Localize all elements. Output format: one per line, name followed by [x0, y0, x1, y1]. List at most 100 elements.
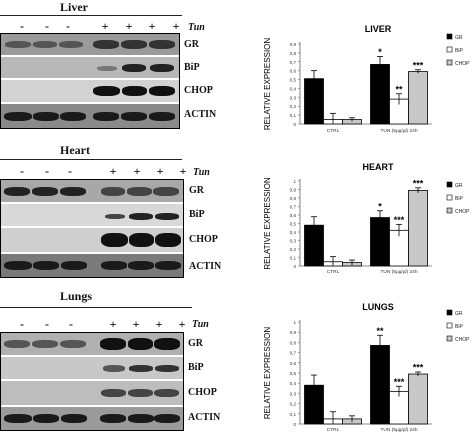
lane-label-gr: GR [188, 338, 203, 349]
band [32, 340, 58, 348]
y-tick-label: 0,4 [290, 86, 297, 91]
y-tick-label: 0,3 [290, 239, 297, 244]
band [121, 112, 147, 121]
band [128, 389, 153, 397]
treatment-signs: - - - + + + + [0, 317, 185, 331]
y-tick-label: 0,3 [290, 391, 297, 396]
lane-chop [1, 381, 183, 405]
y-tick-label: 0,5 [290, 371, 297, 376]
band [33, 261, 59, 270]
y-tick-label: 0,7 [290, 351, 297, 356]
bar-chop [408, 373, 428, 425]
blot-title-lungs: Lungs [60, 289, 93, 303]
band [127, 187, 152, 196]
treatment-signs: - - - + + + + [0, 19, 180, 33]
lane-label-bip: BiP [184, 62, 200, 73]
legend-label: CHOP [455, 209, 470, 215]
y-tick-label: 0,5 [290, 222, 297, 227]
chart-title: HEART [363, 162, 395, 172]
bar-gr [370, 345, 390, 425]
lane-label-chop: CHOP [188, 387, 217, 398]
lungs-panel: Lungs - - - + + + + Tun [0, 289, 474, 431]
significance-label: ** [395, 84, 403, 94]
treatment-signs: - - - + + + + [0, 164, 186, 178]
legend-swatch [446, 322, 453, 329]
y-tick-label: 0,2 [290, 247, 297, 252]
band [4, 261, 32, 270]
sign: - [45, 19, 49, 33]
band [60, 187, 86, 196]
band [32, 187, 58, 196]
y-tick-label: 0,8 [290, 196, 297, 201]
band [153, 187, 179, 196]
y-tick-label: 0,6 [290, 361, 297, 366]
x-tick-label: TUN (5µg/µl) 24h [381, 128, 418, 134]
legend-label: BiP [455, 48, 463, 54]
lane-gr [1, 333, 183, 355]
tun-label: Tun [193, 167, 210, 178]
y-tick-label: 0 [293, 122, 296, 127]
band [129, 213, 153, 220]
band [105, 214, 125, 219]
x-tick-label: CTRL [327, 427, 340, 433]
significance-label: *** [394, 377, 405, 387]
legend-label: GR [455, 311, 463, 317]
legend-label: BiP [455, 196, 463, 202]
y-tick-label: 0,9 [290, 188, 297, 193]
y-tick-label: 0,7 [290, 60, 297, 65]
band [93, 86, 120, 96]
legend-label: GR [455, 35, 463, 41]
band [100, 338, 126, 350]
band [149, 40, 175, 49]
band [61, 414, 87, 423]
legend-swatch [446, 59, 453, 66]
y-tick-label: 0,6 [290, 69, 297, 74]
band [121, 40, 147, 49]
western-blot-lungs [0, 332, 184, 431]
lane-actin [1, 254, 183, 277]
tun-label: Tun [192, 319, 209, 330]
band [59, 41, 83, 48]
y-tick-label: 0,8 [290, 51, 297, 56]
y-tick-label: 0,1 [290, 256, 297, 261]
western-blot-liver [0, 33, 180, 129]
y-tick-label: 0,2 [290, 104, 297, 109]
legend-label: CHOP [455, 61, 470, 67]
legend-label: CHOP [455, 337, 470, 343]
y-tick-label: 1 [293, 179, 296, 184]
lane-label-chop: CHOP [189, 234, 218, 245]
significance-label: * [378, 201, 382, 211]
significance-label: *** [413, 178, 424, 188]
sign: + [125, 19, 133, 33]
band [5, 41, 31, 48]
x-tick-label: TUN (5µg/µl) 24h [381, 427, 418, 433]
band [33, 112, 59, 121]
blot-title-rule [0, 15, 182, 16]
band [33, 41, 57, 48]
y-tick-label: 0,1 [290, 113, 297, 118]
y-tick-label: 0,6 [290, 213, 297, 218]
sign: - [45, 164, 49, 178]
band [122, 64, 146, 72]
sign: - [20, 317, 24, 331]
band [97, 66, 117, 71]
y-tick-label: 0,7 [290, 205, 297, 210]
y-tick-label: 1 [293, 320, 296, 325]
x-tick-label: TUN (5µg/µl) 24h [381, 269, 418, 275]
y-tick-label: 0 [293, 264, 296, 269]
sign: + [101, 19, 109, 33]
legend-swatch [446, 207, 453, 214]
lane-bip [1, 204, 183, 226]
y-axis-label: RELATIVE EXPRESSION [263, 177, 272, 270]
sign: - [20, 19, 24, 33]
sign: - [20, 164, 24, 178]
heart-panel: Heart - - - + + + + Tun [0, 143, 474, 278]
blot-title-heart: Heart [60, 143, 90, 157]
legend-label: BiP [455, 324, 463, 330]
significance-label: *** [413, 60, 424, 70]
y-axis-label: RELATIVE EXPRESSION [263, 327, 272, 420]
band [155, 365, 179, 372]
y-tick-label: 0,9 [290, 42, 297, 47]
y-tick-label: 0 [293, 422, 296, 427]
